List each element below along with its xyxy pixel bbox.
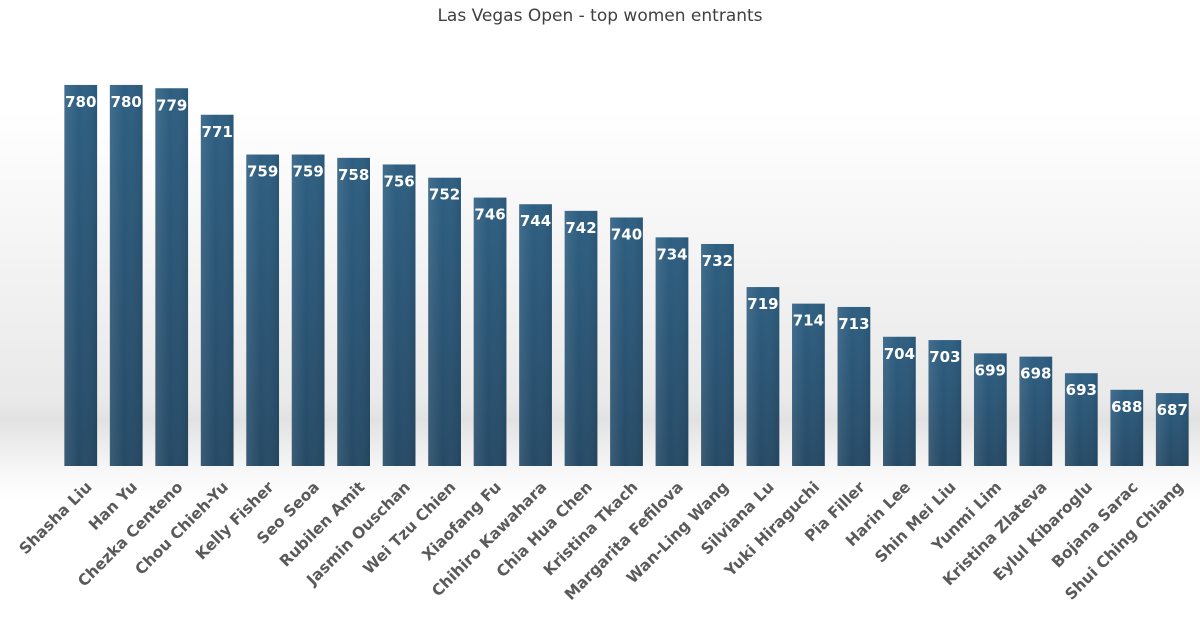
data-label-8: 756 (383, 172, 414, 190)
data-label-9: 752 (429, 186, 460, 204)
data-label-24: 688 (1111, 398, 1142, 416)
data-label-15: 732 (702, 252, 733, 270)
bar-shine-21 (973, 353, 1007, 466)
bar-shine-23 (1064, 373, 1098, 466)
data-label-12: 742 (565, 219, 596, 237)
data-label-4: 771 (202, 123, 233, 141)
bar-shine-19 (883, 336, 916, 466)
bar-shine-1 (64, 84, 98, 466)
data-label-17: 714 (793, 312, 824, 330)
bar-shine-22 (1019, 356, 1053, 466)
bar-shine-13 (610, 217, 643, 466)
data-labels-group: 780 780 779 771 759 759 758 756 752 746 744 742 740 7… (65, 93, 1188, 419)
bar-shine-20 (928, 340, 962, 466)
data-label-2: 780 (111, 93, 142, 111)
data-label-19: 704 (884, 345, 915, 363)
data-label-3: 779 (156, 96, 187, 114)
category-label-5: Kelly Fisher (192, 478, 278, 564)
bar-shine-8 (382, 164, 416, 466)
bar-shine-9 (428, 177, 461, 466)
data-label-22: 698 (1020, 365, 1051, 383)
data-label-13: 740 (611, 225, 642, 243)
data-label-20: 703 (929, 348, 960, 366)
category-label-10: Xiaofang Fu (419, 478, 505, 564)
data-label-10: 746 (474, 206, 505, 224)
bar-shine-15 (701, 243, 734, 466)
bar-shine-7 (337, 157, 370, 466)
bar-shine-11 (519, 204, 552, 467)
bars-group (64, 84, 1189, 467)
data-label-25: 687 (1157, 401, 1188, 419)
data-label-21: 699 (975, 361, 1006, 379)
bar-shine-24 (1110, 389, 1144, 466)
chart-title: Las Vegas Open - top women entrants (437, 6, 763, 26)
bar-shine-5 (246, 154, 280, 466)
bar-shine-3 (155, 88, 189, 466)
bar-shine-25 (1155, 393, 1189, 466)
bar-shine-17 (792, 303, 825, 466)
bar-shine-6 (291, 154, 325, 466)
bar-shine-4 (200, 114, 234, 466)
bar-shine-14 (655, 237, 689, 466)
bar-shine-16 (746, 287, 780, 466)
data-label-16: 719 (747, 295, 778, 313)
data-label-5: 759 (247, 163, 278, 181)
category-label-20: Shin Mei Liu (871, 478, 959, 566)
bar-shine-12 (564, 210, 598, 466)
data-label-11: 744 (520, 212, 551, 230)
bar-shine-10 (473, 197, 507, 466)
bar-shine-2 (109, 84, 143, 466)
data-label-18: 713 (838, 315, 869, 333)
data-label-23: 693 (1066, 381, 1097, 399)
data-label-14: 734 (656, 245, 687, 263)
data-label-6: 759 (292, 163, 323, 181)
category-label-1: Shasha Liu (16, 478, 96, 558)
data-label-7: 758 (338, 166, 369, 184)
data-label-1: 780 (65, 93, 96, 111)
bar-shine-18 (837, 306, 871, 466)
